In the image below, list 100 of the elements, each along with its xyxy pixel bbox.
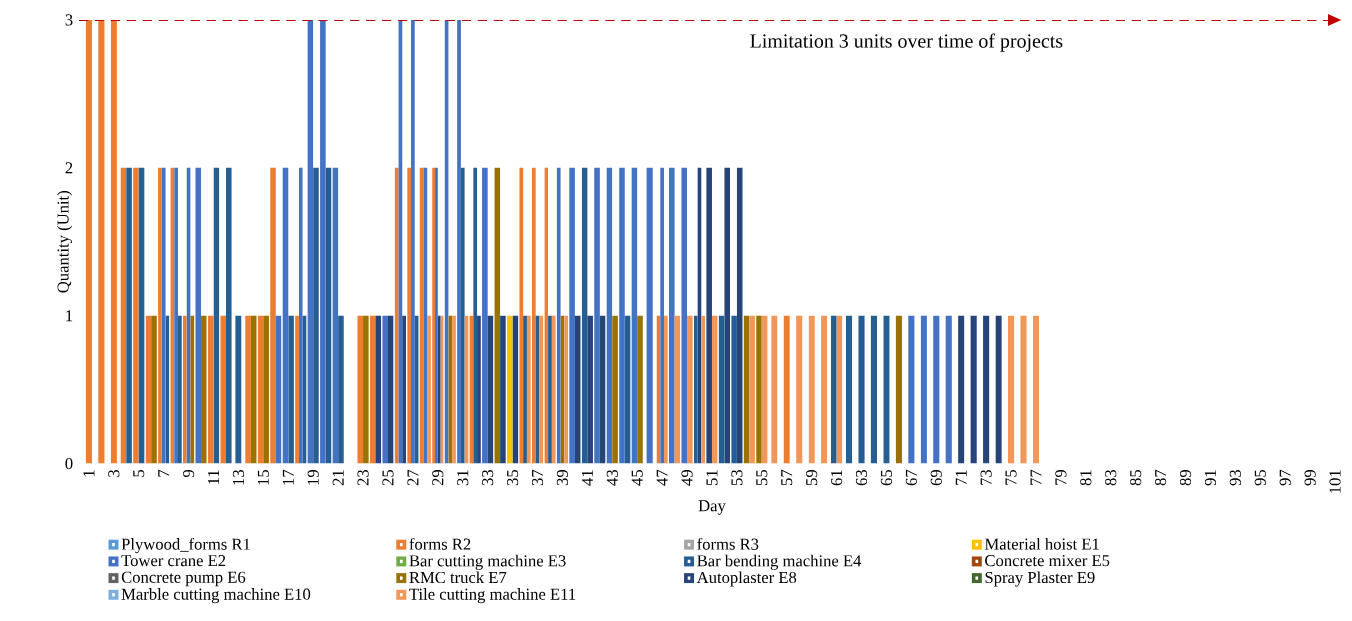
bar [569,167,575,464]
legend-label: Tile cutting machine E11 [409,588,576,604]
bar [526,315,531,464]
x-tick-label: 17 [282,469,294,485]
x-tick-label: 81 [1080,470,1092,486]
x-tick-label: 69 [930,470,942,486]
bar [174,167,178,464]
x-tick-label: 39 [556,470,569,486]
x-tick-label: 15 [257,469,269,485]
bar [245,315,251,464]
y-tick-label: 0 [65,457,73,470]
bar [161,167,166,464]
bar [548,315,552,464]
bar [295,315,299,464]
bar [369,315,376,464]
bar [363,315,369,464]
x-tick-label: 99 [1304,470,1316,486]
x-tick-label: 11 [208,470,219,484]
x-tick-label: 59 [806,470,818,485]
x-tick-label: 29 [432,470,444,486]
bar [796,315,803,464]
x-tick-label: 55 [756,469,768,485]
bar [151,315,157,464]
x-tick-label: 53 [731,469,743,485]
legend-label: Material hoist E1 [984,537,1099,550]
bar [612,315,618,464]
x-tick-label: 63 [855,469,868,486]
legend-label: Spray Plaster E9 [985,571,1095,587]
x-tick-label: 9 [183,470,195,478]
bar [663,315,668,464]
bar [669,167,675,464]
x-tick-label: 13 [232,469,245,485]
x-tick-label: 95 [1254,469,1266,486]
bar [320,19,326,464]
bar [531,167,536,464]
bar [190,315,195,464]
x-tick-label: 27 [407,469,419,486]
bar [85,19,92,464]
bar [564,315,569,464]
x-tick-label: 101 [1329,470,1341,493]
bar [460,167,465,464]
bar [895,315,902,464]
x-tick-label: 83 [1105,469,1117,486]
x-tick-label: 5 [133,469,145,477]
ref-line-label: Limitation 3 units over time of projects [750,33,1063,52]
legend-label: Concrete pump E6 [121,571,246,587]
x-tick-label: 57 [781,469,793,485]
bar [419,167,424,464]
x-tick-label: 49 [681,470,693,486]
bar [158,167,162,464]
bar [402,315,407,464]
bar [983,315,990,464]
y-axis-title: Quantity (Unit) [56,191,73,293]
x-tick-label: 37 [531,469,544,486]
x-tick-label: 79 [1055,470,1067,485]
bar [858,315,865,464]
x-tick-label: 45 [631,469,643,486]
bar [1032,315,1040,464]
bar [126,167,132,464]
x-tick-label: 19 [307,470,319,485]
legend-label: Tower crane E2 [121,554,226,567]
x-tick-label: 7 [158,469,170,477]
legend-label: Autoplaster E8 [696,571,797,587]
bar [338,315,344,464]
bar [457,19,461,464]
x-tick-label: 3 [108,469,120,477]
x-tick-label: 43 [606,469,618,486]
x-tick-label: 71 [955,470,967,485]
bar [551,315,556,464]
x-tick-label: 61 [831,470,843,486]
legend-label: Marble cutting machine E10 [121,588,311,604]
bar [207,315,214,464]
bar [970,315,977,464]
x-tick-label: 47 [656,469,668,486]
bar [482,167,488,464]
x-tick-label: 77 [1030,469,1042,485]
bar [225,167,232,464]
bar [870,315,878,464]
bar [473,167,478,464]
bar [724,167,731,464]
bar [594,167,600,464]
bar [1007,315,1015,464]
legend-label: Concrete mixer E5 [985,554,1110,567]
legend-label: forms R2 [409,537,471,550]
x-tick-label: 65 [880,469,893,486]
bar [452,315,456,464]
x-tick-label: 23 [357,469,369,486]
y-tick-label: 3 [65,14,73,26]
y-tick-label: 2 [65,162,73,174]
legend-label: Bar cutting machine E3 [409,554,566,570]
x-tick-label: 25 [382,469,394,486]
legend-label: forms R3 [697,537,759,550]
x-tick-label: 33 [482,469,494,486]
x-tick-label: 1 [83,470,95,477]
x-tick-label: 35 [507,469,519,486]
x-tick-label: 93 [1229,469,1241,486]
bar [687,315,693,464]
bar [749,315,755,464]
legend-label: Bar bending machine E4 [697,554,862,570]
x-tick-label: 85 [1130,469,1142,486]
